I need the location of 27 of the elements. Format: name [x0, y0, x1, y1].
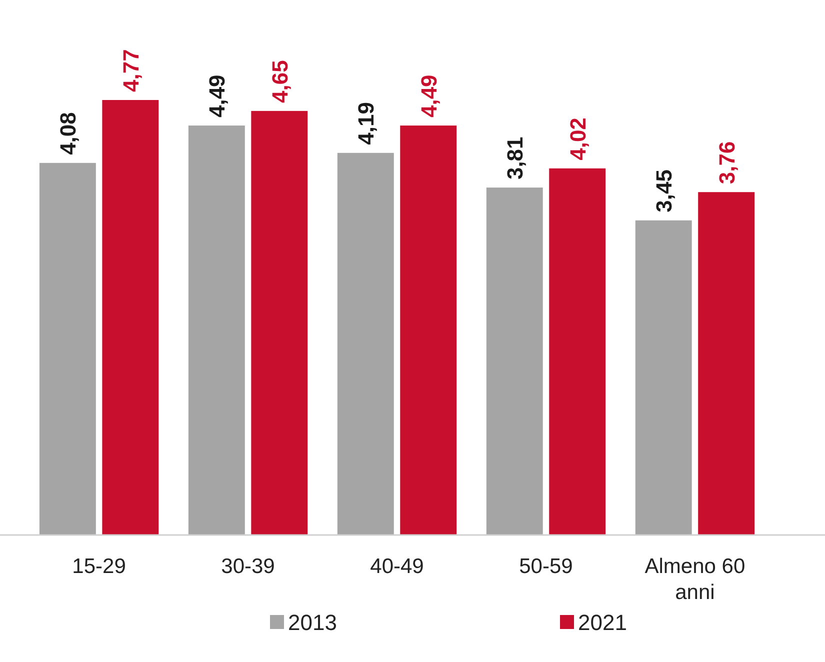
- bar: [251, 110, 308, 535]
- data-label: 3,81: [502, 136, 528, 180]
- x-tick-label: 50-59: [519, 555, 573, 578]
- x-tick-label: 30-39: [221, 555, 275, 578]
- data-label: 3,45: [652, 170, 677, 212]
- data-label: 4,49: [416, 74, 442, 118]
- data-label: 4,08: [56, 112, 81, 155]
- bar: [635, 220, 692, 535]
- bar: [337, 152, 394, 535]
- x-tick-label: 40-49: [370, 555, 424, 578]
- data-label: 4,02: [565, 118, 590, 160]
- bar: [102, 100, 159, 535]
- bar: [39, 162, 96, 535]
- data-label: 3,76: [714, 141, 740, 184]
- bar: [400, 126, 457, 535]
- data-label: 4,19: [354, 102, 379, 145]
- data-label: 4,49: [204, 74, 230, 118]
- bar: [486, 188, 543, 535]
- bar: [188, 126, 245, 535]
- x-tick-label: 15-29: [72, 555, 126, 578]
- data-label: 4,65: [267, 60, 292, 103]
- bar: [698, 192, 755, 535]
- legend-label: 2021: [578, 610, 627, 635]
- x-tick-label: Almeno 60 anni: [644, 555, 746, 604]
- data-label: 4,77: [118, 49, 144, 92]
- legend-label: 2013: [288, 610, 337, 635]
- bar: [549, 168, 606, 535]
